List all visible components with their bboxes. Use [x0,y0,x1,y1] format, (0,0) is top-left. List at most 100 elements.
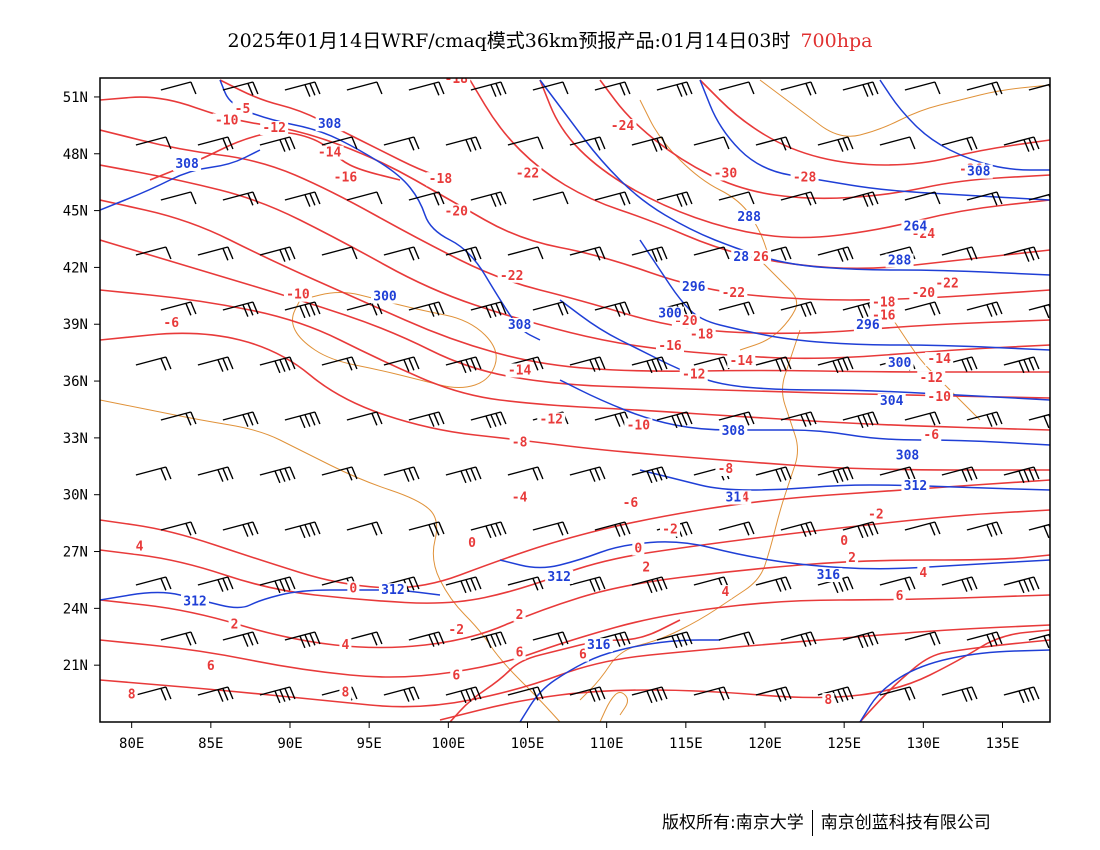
wind-barb [135,686,172,701]
wind-barb [346,191,383,205]
height-label: 308 [175,157,199,172]
temperature-label-bg [687,327,716,342]
temperature-label: -12 [540,413,563,428]
wind-barb [569,686,606,702]
temperature-label-bg [283,287,312,302]
height-isoline [639,239,1050,351]
wind-barb [941,576,978,592]
wind-barb [135,466,172,481]
wind-barb [594,521,631,537]
temperature-label: 6 [896,589,904,604]
temperature-label-bg [442,78,471,86]
wind-barb [284,191,321,207]
wind-barb [817,136,854,152]
wind-barb [631,246,668,262]
temperature-label-bg [893,588,906,603]
temperature-label: -28 [793,170,817,185]
temperature-label-bg [446,622,467,637]
lat-tick-label: 21N [63,658,88,674]
temperature-label: -22 [516,166,539,181]
temperature-label: 2 [516,608,524,623]
height-label-bg [584,638,613,653]
height-label-bg [679,280,708,295]
wind-barbs [135,81,1050,704]
temperature-label: -16 [334,170,358,185]
wind-barb [383,356,420,372]
temperature-label: 4 [136,540,144,555]
temperature-label-bg [232,102,253,117]
wind-barb [259,576,296,594]
temperature-isoline [100,199,1050,373]
wind-barb [879,466,916,481]
wind-barb [718,631,755,646]
wind-barb [408,301,445,317]
wind-barb [321,246,358,260]
temperature-label-bg [513,645,526,660]
wind-barb [259,356,296,374]
height-isoline [539,79,1050,276]
height-label-bg [885,253,914,268]
wind-barb [780,301,817,317]
height-label: 308 [318,117,342,132]
wind-barb [284,81,321,97]
temperature-isoline [100,509,1050,604]
wind-barb [284,631,321,649]
wind-barb [160,191,197,205]
height-label: 31 [726,490,742,505]
temperature-label-bg [869,295,898,310]
wind-barb [594,81,631,96]
temperature-label: -10 [286,288,310,303]
temperature-label: -14 [508,363,532,378]
wind-barb [631,136,668,152]
temperature-label: 8 [824,693,832,708]
height-label: 300 [373,290,397,305]
wind-barb [383,136,420,151]
temperature-isoline [100,96,1050,301]
wind-barb [941,136,978,151]
wind-barb [569,356,606,372]
temperature-label: 4 [919,566,927,581]
wind-barb [346,81,383,95]
wind-barb [470,301,507,319]
wind-barb [904,631,941,646]
wind-barb [408,631,445,647]
wind-barb [1003,686,1040,704]
wind-barb [532,631,569,646]
wind-barb [755,356,792,372]
wind-barb [470,411,507,429]
height-label-bg [901,479,930,494]
wind-barb [755,686,792,702]
wind-barb [842,631,879,649]
wind-barb [346,631,383,646]
wind-barb [842,521,879,539]
wind-barb [321,136,358,150]
wind-barb [408,521,445,537]
wind-barb [879,686,916,701]
wind-barb [656,191,693,207]
wind-barb [631,576,668,594]
temperature-label: -14 [730,354,754,369]
temperature-label: -2 [662,523,678,538]
height-label-bg [181,594,209,609]
height-label: 296 [856,318,880,333]
height-label: 312 [381,583,404,598]
height-isoline [100,149,261,211]
wind-barb [966,521,1003,537]
copyright-notice: 版权所有:南京大学 南京创蓝科技有限公司 [662,808,991,836]
temperature-label-bg [925,352,954,367]
temperature-label-bg [640,560,653,575]
wind-barb [197,246,234,261]
temperature-label-bg [513,607,526,622]
height-isoline [879,79,1050,171]
height-label-bg [885,355,914,370]
wind-barb [408,191,445,206]
temperature-label: 6 [579,648,587,663]
temperature-label-bg [497,268,526,283]
height-isoline [519,639,720,722]
temperature-isoline [100,332,1050,471]
temperature-label-bg [125,687,138,702]
temperature-contours [100,79,1050,722]
temperature-label-bg [925,390,954,404]
wind-barb [904,81,941,95]
height-label: 300 [658,307,682,322]
